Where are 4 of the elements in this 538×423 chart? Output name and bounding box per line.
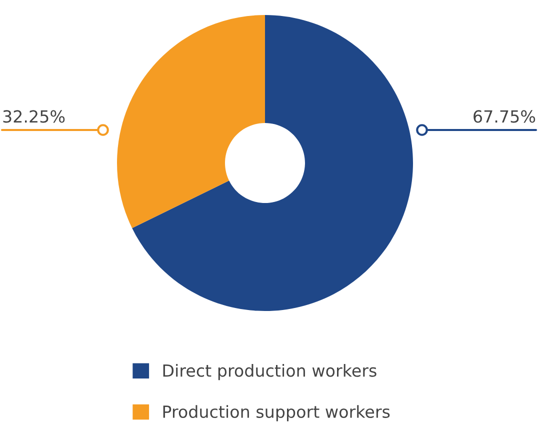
data-label: 67.75% [474, 110, 536, 123]
data-label: 32.25% [3, 110, 65, 123]
legend-label: Direct production workers [163, 364, 376, 380]
legend-label: Production support workers [163, 405, 390, 422]
